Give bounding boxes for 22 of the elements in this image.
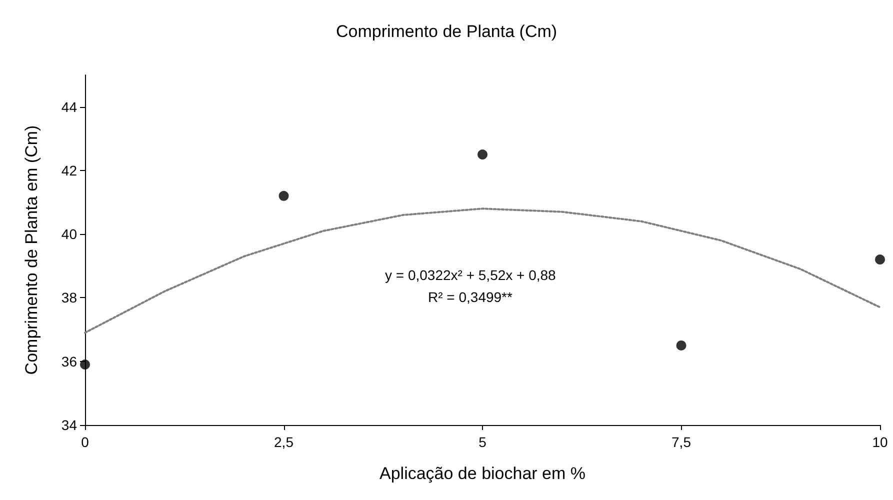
line-series: [84, 208, 881, 334]
x-tick-label: 7,5: [672, 434, 692, 450]
x-tick-label: 2,5: [274, 434, 294, 450]
y-tick-label: 40: [61, 226, 78, 242]
annotation: R² = 0,3499**: [428, 289, 513, 305]
y-tick-label: 34: [61, 417, 78, 433]
chart-title: Comprimento de Planta (Cm): [336, 22, 558, 41]
annotation: y = 0,0322x² + 5,52x + 0,88: [385, 267, 556, 283]
point: [676, 340, 686, 350]
point: [875, 254, 885, 265]
y-axis-title: Comprimento de Planta em (Cm): [22, 125, 41, 375]
point: [478, 150, 488, 160]
y-tick-label: 36: [61, 353, 78, 370]
x-tick-label: 5: [478, 434, 487, 450]
x-axis-title: Aplicação de biochar em %: [379, 464, 586, 483]
y-tick-label: 44: [61, 98, 78, 115]
y-tick-label: 38: [61, 290, 78, 306]
point: [80, 360, 90, 370]
x-tick-label: 0: [81, 434, 90, 450]
x-tick-label: 10: [872, 434, 888, 450]
point: [278, 190, 289, 201]
y-tick-label: 42: [61, 162, 78, 178]
